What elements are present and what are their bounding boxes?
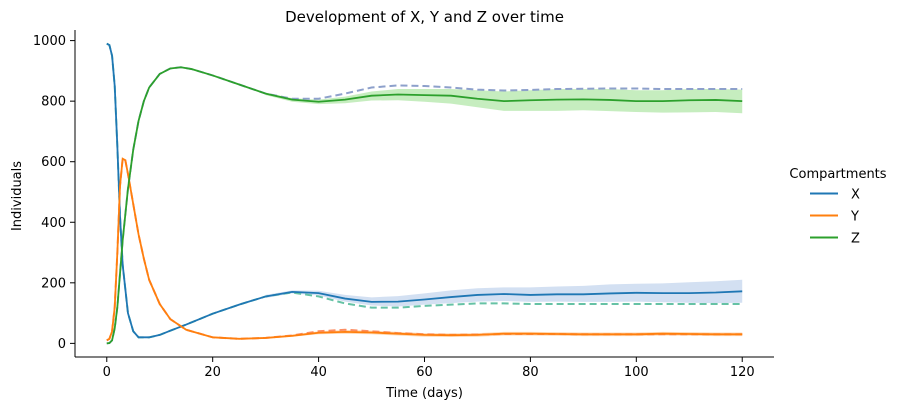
y-axis-ticks: 0 200 400 600 800 1000 <box>33 34 75 352</box>
legend-title: Compartments <box>789 167 886 182</box>
y-tick-label: 1000 <box>33 34 66 49</box>
x-tick-label: 80 <box>522 365 539 380</box>
legend-label-z: Z <box>851 232 860 247</box>
band-x <box>265 279 743 307</box>
x-axis-ticks: 0 20 40 60 80 100 120 <box>103 357 755 380</box>
series-lines <box>106 42 743 345</box>
x-tick-label: 120 <box>730 365 755 380</box>
y-axis-label: Individuals <box>10 161 25 231</box>
legend-label-x: X <box>851 188 860 203</box>
reference-line-y <box>106 157 743 342</box>
x-tick-label: 60 <box>416 365 433 380</box>
legend-label-y: Y <box>850 210 859 225</box>
series-line-z <box>106 66 743 345</box>
reference-line-x <box>106 42 743 339</box>
x-tick-label: 100 <box>624 365 649 380</box>
y-tick-label: 400 <box>41 216 66 231</box>
confidence-bands <box>265 89 743 338</box>
y-tick-label: 200 <box>41 276 66 291</box>
axes <box>74 30 774 358</box>
chart-title: Development of X, Y and Z over time <box>285 8 564 26</box>
x-tick-label: 40 <box>310 365 327 380</box>
legend: Compartments XYZ <box>789 167 886 247</box>
x-tick-label: 0 <box>103 365 111 380</box>
y-tick-label: 600 <box>41 155 66 170</box>
x-tick-label: 20 <box>204 365 221 380</box>
x-axis-label: Time (days) <box>385 386 463 401</box>
y-tick-label: 800 <box>41 95 66 110</box>
y-tick-label: 0 <box>58 337 66 352</box>
series-line-y <box>106 157 743 342</box>
